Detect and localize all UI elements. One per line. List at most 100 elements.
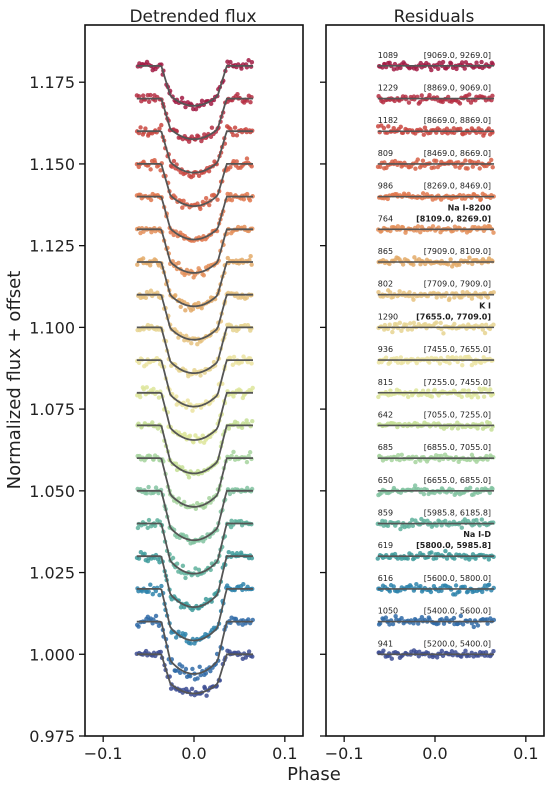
flux-point [229, 197, 235, 203]
flux-point [249, 262, 254, 267]
residual-point [452, 295, 457, 300]
residual-point [408, 321, 413, 326]
residual-point [470, 164, 476, 169]
residual-point [381, 648, 386, 653]
flux-point [179, 95, 185, 101]
residual-point [387, 589, 393, 594]
residual-point [482, 330, 488, 336]
flux-point [193, 506, 199, 512]
residual-point [479, 59, 484, 65]
flux-point [171, 158, 177, 164]
model-line [136, 620, 253, 675]
annotation-rms: 685 [378, 443, 393, 452]
flux-point [180, 563, 186, 568]
residual-point [435, 66, 441, 71]
flux-point [244, 191, 250, 197]
residual-point [474, 517, 479, 523]
residual-point [427, 617, 432, 622]
flux-point [174, 561, 180, 566]
residual-point [399, 616, 404, 621]
flux-point [204, 693, 209, 698]
flux-point [234, 159, 239, 164]
flux-point [228, 164, 233, 170]
residual-point [429, 550, 434, 555]
residual-point [437, 457, 442, 463]
residual-point [387, 322, 392, 327]
residual-point [416, 654, 422, 659]
flux-point [246, 617, 251, 622]
flux-point [247, 450, 253, 455]
flux-point [156, 490, 161, 496]
residual-point [429, 67, 434, 73]
flux-point [207, 495, 212, 501]
x-tick-label: 0.0 [422, 744, 447, 763]
annotation-rms: 1182 [378, 116, 398, 125]
residual-point [436, 621, 441, 626]
flux-point [183, 631, 188, 637]
residual-point [452, 556, 457, 561]
flux-point [143, 648, 149, 654]
flux-point [185, 398, 190, 403]
residual-point [469, 296, 475, 301]
flux-point [187, 433, 193, 439]
flux-point [246, 58, 251, 63]
residual-point [421, 132, 427, 137]
flux-point [136, 94, 142, 99]
flux-point [227, 491, 233, 497]
flux-point [136, 556, 142, 561]
flux-point [215, 197, 220, 202]
flux-point [196, 173, 202, 179]
residual-point [420, 191, 426, 196]
residual-point [419, 615, 425, 620]
x-axis-label: Phase [287, 764, 341, 785]
residual-point [439, 617, 444, 622]
residual-point [413, 166, 418, 171]
residual-point [458, 126, 463, 132]
residual-point [426, 388, 431, 393]
residual-point [440, 59, 446, 65]
residual-point [406, 100, 412, 105]
flux-point [136, 624, 141, 629]
residual-point [476, 159, 481, 165]
flux-point [228, 191, 233, 197]
flux-point [199, 305, 204, 311]
residual-point [433, 555, 439, 561]
flux-point [146, 484, 151, 490]
flux-point [208, 101, 214, 107]
flux-point [184, 333, 189, 339]
flux-point [196, 567, 202, 573]
residual-point [483, 650, 489, 655]
flux-point [178, 304, 183, 309]
annotation-rms: 986 [378, 182, 393, 191]
residual-point [411, 262, 416, 267]
residual-point [487, 490, 493, 496]
residual-point [399, 452, 404, 457]
flux-point [235, 420, 240, 426]
residual-point [395, 360, 401, 365]
flux-point [153, 613, 159, 619]
residual-point [382, 519, 388, 524]
flux-point [231, 394, 236, 399]
residual-point [429, 394, 435, 399]
residual-point [474, 60, 479, 65]
residual-point [457, 262, 462, 267]
model-line [136, 391, 253, 441]
x-tick-label: −0.1 [84, 744, 123, 763]
model-line [136, 653, 253, 695]
residual-point [454, 355, 459, 360]
annotation-line-name: K I [479, 301, 491, 310]
flux-point [189, 686, 195, 691]
residual-point [466, 388, 471, 393]
residual-point [460, 362, 465, 368]
flux-point [146, 517, 152, 523]
left-data-layer [134, 58, 255, 698]
residual-point [443, 518, 448, 524]
flux-point [249, 361, 254, 366]
flux-point [188, 641, 193, 646]
residual-point [478, 295, 484, 300]
residual-point [459, 60, 465, 65]
residual-point [486, 126, 491, 131]
residual-point [415, 157, 420, 162]
residual-point [451, 126, 457, 131]
